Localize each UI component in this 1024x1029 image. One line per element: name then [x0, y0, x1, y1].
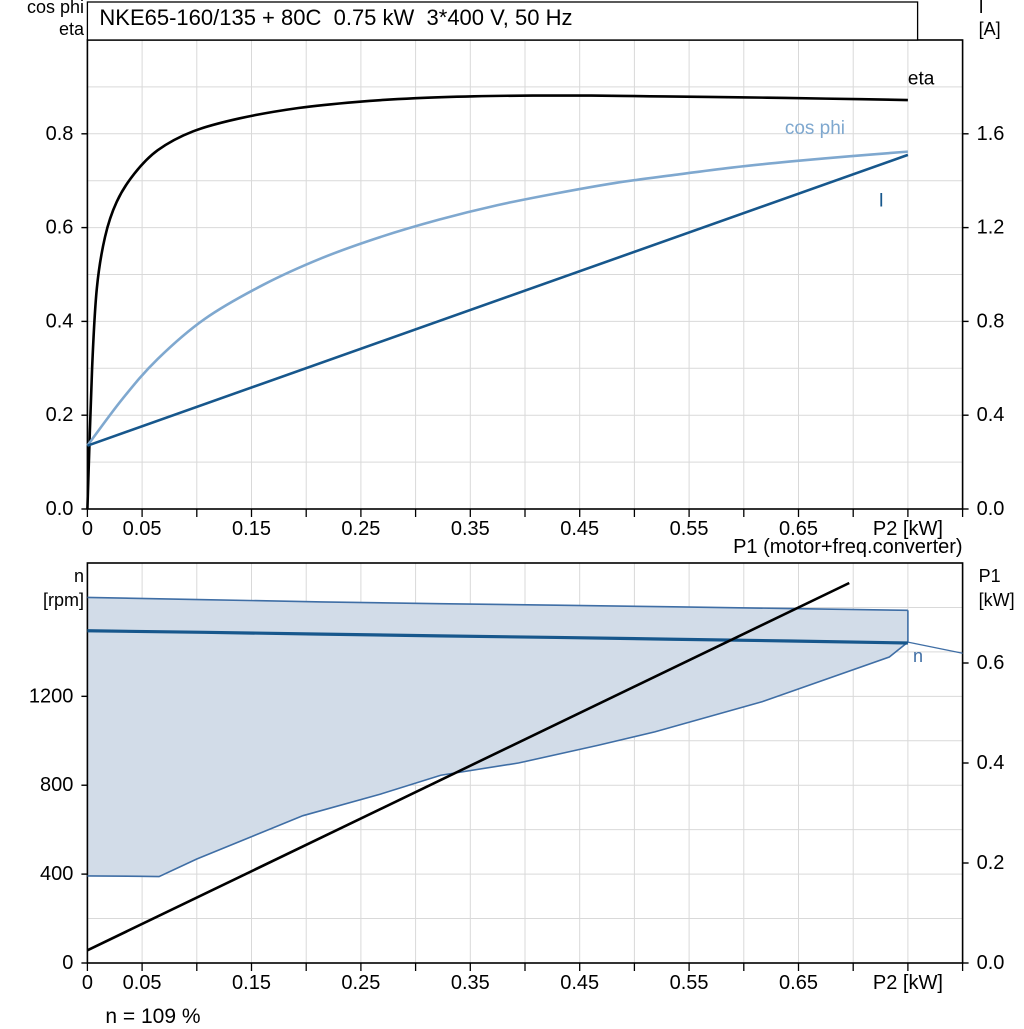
svg-text:n: n: [913, 646, 923, 666]
svg-text:800: 800: [40, 774, 73, 796]
svg-text:[rpm]: [rpm]: [43, 590, 84, 610]
svg-text:P1 (motor+freq.converter): P1 (motor+freq.converter): [733, 536, 963, 558]
svg-text:I: I: [879, 191, 884, 212]
svg-text:0: 0: [82, 518, 93, 540]
svg-text:0.0: 0.0: [46, 498, 74, 520]
svg-text:1200: 1200: [29, 685, 74, 707]
svg-text:0.8: 0.8: [977, 310, 1005, 332]
svg-text:0.15: 0.15: [232, 972, 271, 994]
svg-text:0.05: 0.05: [123, 972, 162, 994]
svg-text:400: 400: [40, 863, 73, 885]
svg-text:1.6: 1.6: [977, 123, 1005, 145]
svg-text:0.6: 0.6: [46, 217, 74, 239]
svg-text:0.4: 0.4: [977, 404, 1005, 426]
svg-text:0.6: 0.6: [977, 652, 1005, 674]
svg-text:0.4: 0.4: [977, 752, 1005, 774]
svg-text:0.25: 0.25: [341, 518, 380, 540]
svg-text:0.55: 0.55: [670, 518, 709, 540]
svg-text:0.0: 0.0: [977, 498, 1005, 520]
svg-text:0: 0: [82, 972, 93, 994]
svg-text:[A]: [A]: [979, 19, 1001, 39]
svg-text:0.35: 0.35: [451, 518, 490, 540]
svg-text:P2 [kW]: P2 [kW]: [873, 972, 943, 994]
svg-text:eta: eta: [908, 69, 935, 90]
svg-text:n: n: [74, 566, 84, 586]
svg-text:0.35: 0.35: [451, 972, 490, 994]
svg-text:cos phi: cos phi: [785, 118, 845, 139]
svg-text:0.65: 0.65: [779, 972, 818, 994]
svg-text:0.4: 0.4: [46, 310, 74, 332]
svg-text:0.55: 0.55: [670, 972, 709, 994]
svg-text:cos phi: cos phi: [27, 0, 84, 17]
svg-text:NKE65-160/135 + 80C 0.75 kW: NKE65-160/135 + 80C 0.75 kW 3*400 V, 50 …: [99, 5, 572, 30]
svg-text:[kW]: [kW]: [979, 590, 1015, 610]
svg-text:eta: eta: [59, 19, 85, 39]
svg-text:0.25: 0.25: [341, 972, 380, 994]
svg-text:P1: P1: [979, 566, 1001, 586]
svg-text:0.05: 0.05: [123, 518, 162, 540]
svg-text:0.2: 0.2: [977, 852, 1005, 874]
svg-text:0.45: 0.45: [560, 518, 599, 540]
svg-text:I: I: [979, 0, 984, 17]
svg-text:0.45: 0.45: [560, 972, 599, 994]
svg-text:0.15: 0.15: [232, 518, 271, 540]
svg-text:1.2: 1.2: [977, 217, 1005, 239]
svg-text:n = 109 %: n = 109 %: [105, 1005, 200, 1024]
svg-text:0.2: 0.2: [46, 404, 74, 426]
svg-text:0: 0: [62, 952, 73, 974]
svg-text:0.0: 0.0: [977, 952, 1005, 974]
svg-text:0.8: 0.8: [46, 123, 74, 145]
